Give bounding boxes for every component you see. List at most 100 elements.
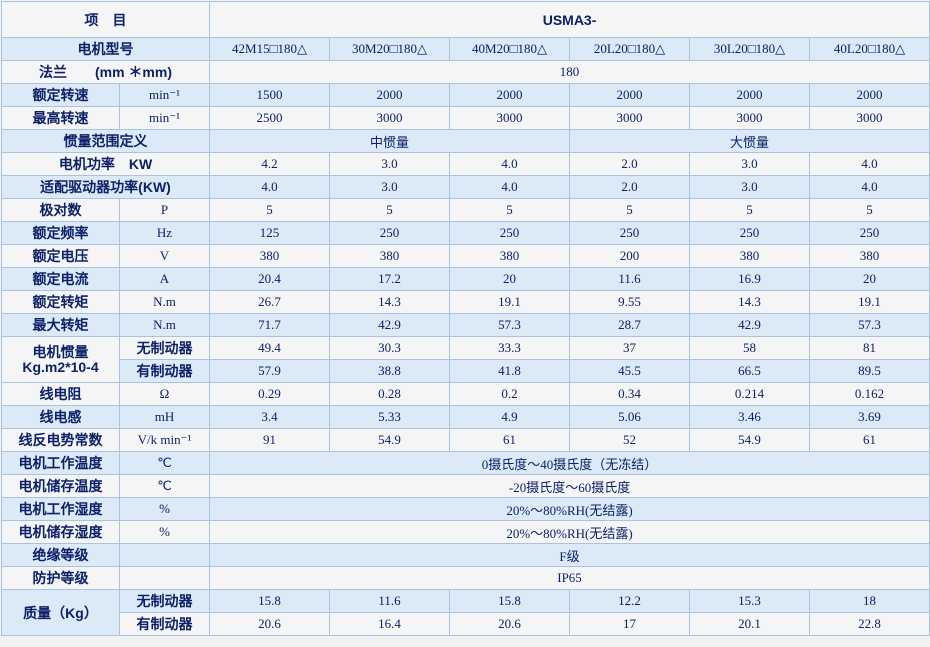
value-cell: 40L20□180△ — [808, 37, 930, 61]
value-cell: 61 — [449, 428, 570, 452]
label-cell: 额定转矩 — [1, 290, 120, 314]
value-cell: 180 — [208, 60, 930, 84]
value-cell: 19.1 — [808, 290, 930, 314]
value-cell: 20.4 — [209, 267, 330, 291]
value-cell: 3000 — [449, 106, 570, 130]
value-cell: 42M15□180△ — [209, 37, 330, 61]
value-cell: 5 — [449, 198, 570, 222]
value-cell: 5 — [689, 198, 810, 222]
unit-cell: N.m — [119, 290, 210, 314]
value-cell: 38.8 — [329, 359, 450, 383]
value-cell: 250 — [569, 221, 690, 245]
value-cell: 0.2 — [449, 382, 570, 406]
value-cell: 3000 — [808, 106, 930, 130]
unit-cell: 无制动器 — [119, 336, 210, 360]
unit-cell: ℃ — [119, 474, 210, 498]
label-cell: 电机功率 KW — [1, 152, 210, 176]
value-cell: 250 — [329, 221, 450, 245]
value-cell: 37 — [569, 336, 690, 360]
value-cell: 125 — [209, 221, 330, 245]
label-cell: 电机型号 — [1, 37, 210, 61]
row-rated-torque: 额定转矩 N.m 26.7 14.3 19.1 9.55 14.3 19.1 — [1, 290, 930, 314]
row-rated-speed: 额定转速 min⁻¹ 1500 2000 2000 2000 2000 2000 — [1, 83, 930, 107]
row-line-inductance: 线电感 mH 3.4 5.33 4.9 5.06 3.46 3.69 — [1, 405, 930, 429]
value-cell: 380 — [449, 244, 570, 268]
value-cell: 4.2 — [209, 152, 330, 176]
value-cell: 12.2 — [569, 589, 690, 613]
row-inertia-with-brake: 有制动器 57.9 38.8 41.8 45.5 66.5 89.5 — [2, 359, 930, 383]
row-model: 电机型号 42M15□180△ 30M20□180△ 40M20□180△ 20… — [1, 37, 930, 61]
label-cell: 电机储存湿度 — [1, 520, 120, 544]
value-cell: 28.7 — [569, 313, 690, 337]
row-inertia-class: 惯量范围定义 中惯量 大惯量 — [1, 129, 930, 153]
value-cell: 45.5 — [569, 359, 690, 383]
inertia-class-large-cell: 大惯量 — [568, 129, 930, 153]
label-cell: 电机储存温度 — [1, 474, 120, 498]
row-flange: 法兰 (mm ＊mm) 180 — [1, 60, 930, 84]
value-cell: 61 — [808, 428, 930, 452]
label-cell: 极对数 — [1, 198, 120, 222]
value-cell: 19.1 — [449, 290, 570, 314]
value-cell: 3000 — [569, 106, 690, 130]
label-cell: 电机工作湿度 — [1, 497, 120, 521]
value-cell: 57.3 — [449, 313, 570, 337]
label-cell: 最高转速 — [1, 106, 120, 130]
value-cell: 3.69 — [808, 405, 930, 429]
value-cell: 380 — [329, 244, 450, 268]
value-cell: 250 — [808, 221, 930, 245]
value-cell: 42.9 — [689, 313, 810, 337]
value-cell: 2000 — [689, 83, 810, 107]
row-max-speed: 最高转速 min⁻¹ 2500 3000 3000 3000 3000 3000 — [1, 106, 930, 130]
inertia-label-cell: 电机惯量 Kg.m2*10-4 — [1, 336, 120, 383]
value-cell: 4.0 — [808, 175, 930, 199]
value-cell: 18 — [808, 589, 930, 613]
value-cell: 30L20□180△ — [689, 37, 810, 61]
row-work-humidity: 电机工作湿度 % 20%～80%RH(无结露) — [1, 497, 930, 521]
row-max-torque: 最大转矩 N.m 71.7 42.9 57.3 28.7 42.9 57.3 — [1, 313, 930, 337]
value-cell: 16.4 — [329, 612, 450, 636]
value-cell: 0.28 — [329, 382, 450, 406]
label-cell: 适配驱动器功率(KW) — [1, 175, 210, 199]
value-cell: 20.6 — [209, 612, 330, 636]
unit-cell: 有制动器 — [119, 612, 210, 636]
unit-cell: A — [119, 267, 210, 291]
row-inertia-no-brake: 电机惯量 Kg.m2*10-4 无制动器 49.4 30.3 33.3 37 5… — [1, 336, 930, 383]
value-cell: 2500 — [209, 106, 330, 130]
label-cell: 惯量范围定义 — [1, 129, 210, 153]
value-cell: 71.7 — [209, 313, 330, 337]
row-pole-pairs: 极对数 P 5 5 5 5 5 5 — [1, 198, 930, 222]
value-cell: 17.2 — [329, 267, 450, 291]
label-cell: 线反电势常数 — [1, 428, 120, 452]
value-cell: 4.0 — [449, 152, 570, 176]
unit-cell — [119, 566, 210, 590]
value-cell: 4.9 — [449, 405, 570, 429]
unit-cell: N.m — [119, 313, 210, 337]
value-cell: 5.33 — [329, 405, 450, 429]
header-item-cell: 项 目 — [1, 1, 210, 38]
value-cell: 1500 — [209, 83, 330, 107]
value-cell: 58 — [689, 336, 810, 360]
value-cell: 250 — [689, 221, 810, 245]
label-cell: 线电感 — [1, 405, 120, 429]
value-cell: 3.4 — [209, 405, 330, 429]
label-cell: 最大转矩 — [1, 313, 120, 337]
label-cell: 额定电流 — [1, 267, 120, 291]
value-cell: 3.0 — [329, 175, 450, 199]
value-cell: 52 — [569, 428, 690, 452]
value-cell: 20 — [449, 267, 570, 291]
row-weight-with-brake: 有制动器 20.6 16.4 20.6 17 20.1 22.8 — [2, 612, 930, 636]
unit-cell: min⁻¹ — [119, 106, 210, 130]
value-cell: 40M20□180△ — [449, 37, 570, 61]
value-cell: 250 — [449, 221, 570, 245]
value-cell: 5 — [808, 198, 930, 222]
value-cell: F级 — [208, 543, 930, 567]
value-cell: 0摄氏度～40摄氏度（无冻结） — [208, 451, 930, 475]
value-cell: 2000 — [569, 83, 690, 107]
value-cell: 11.6 — [329, 589, 450, 613]
value-cell: 4.0 — [808, 152, 930, 176]
value-cell: 380 — [689, 244, 810, 268]
row-storage-temp: 电机储存温度 ℃ -20摄氏度～60摄氏度 — [1, 474, 930, 498]
value-cell: 26.7 — [209, 290, 330, 314]
value-cell: 91 — [209, 428, 330, 452]
value-cell: 15.3 — [689, 589, 810, 613]
